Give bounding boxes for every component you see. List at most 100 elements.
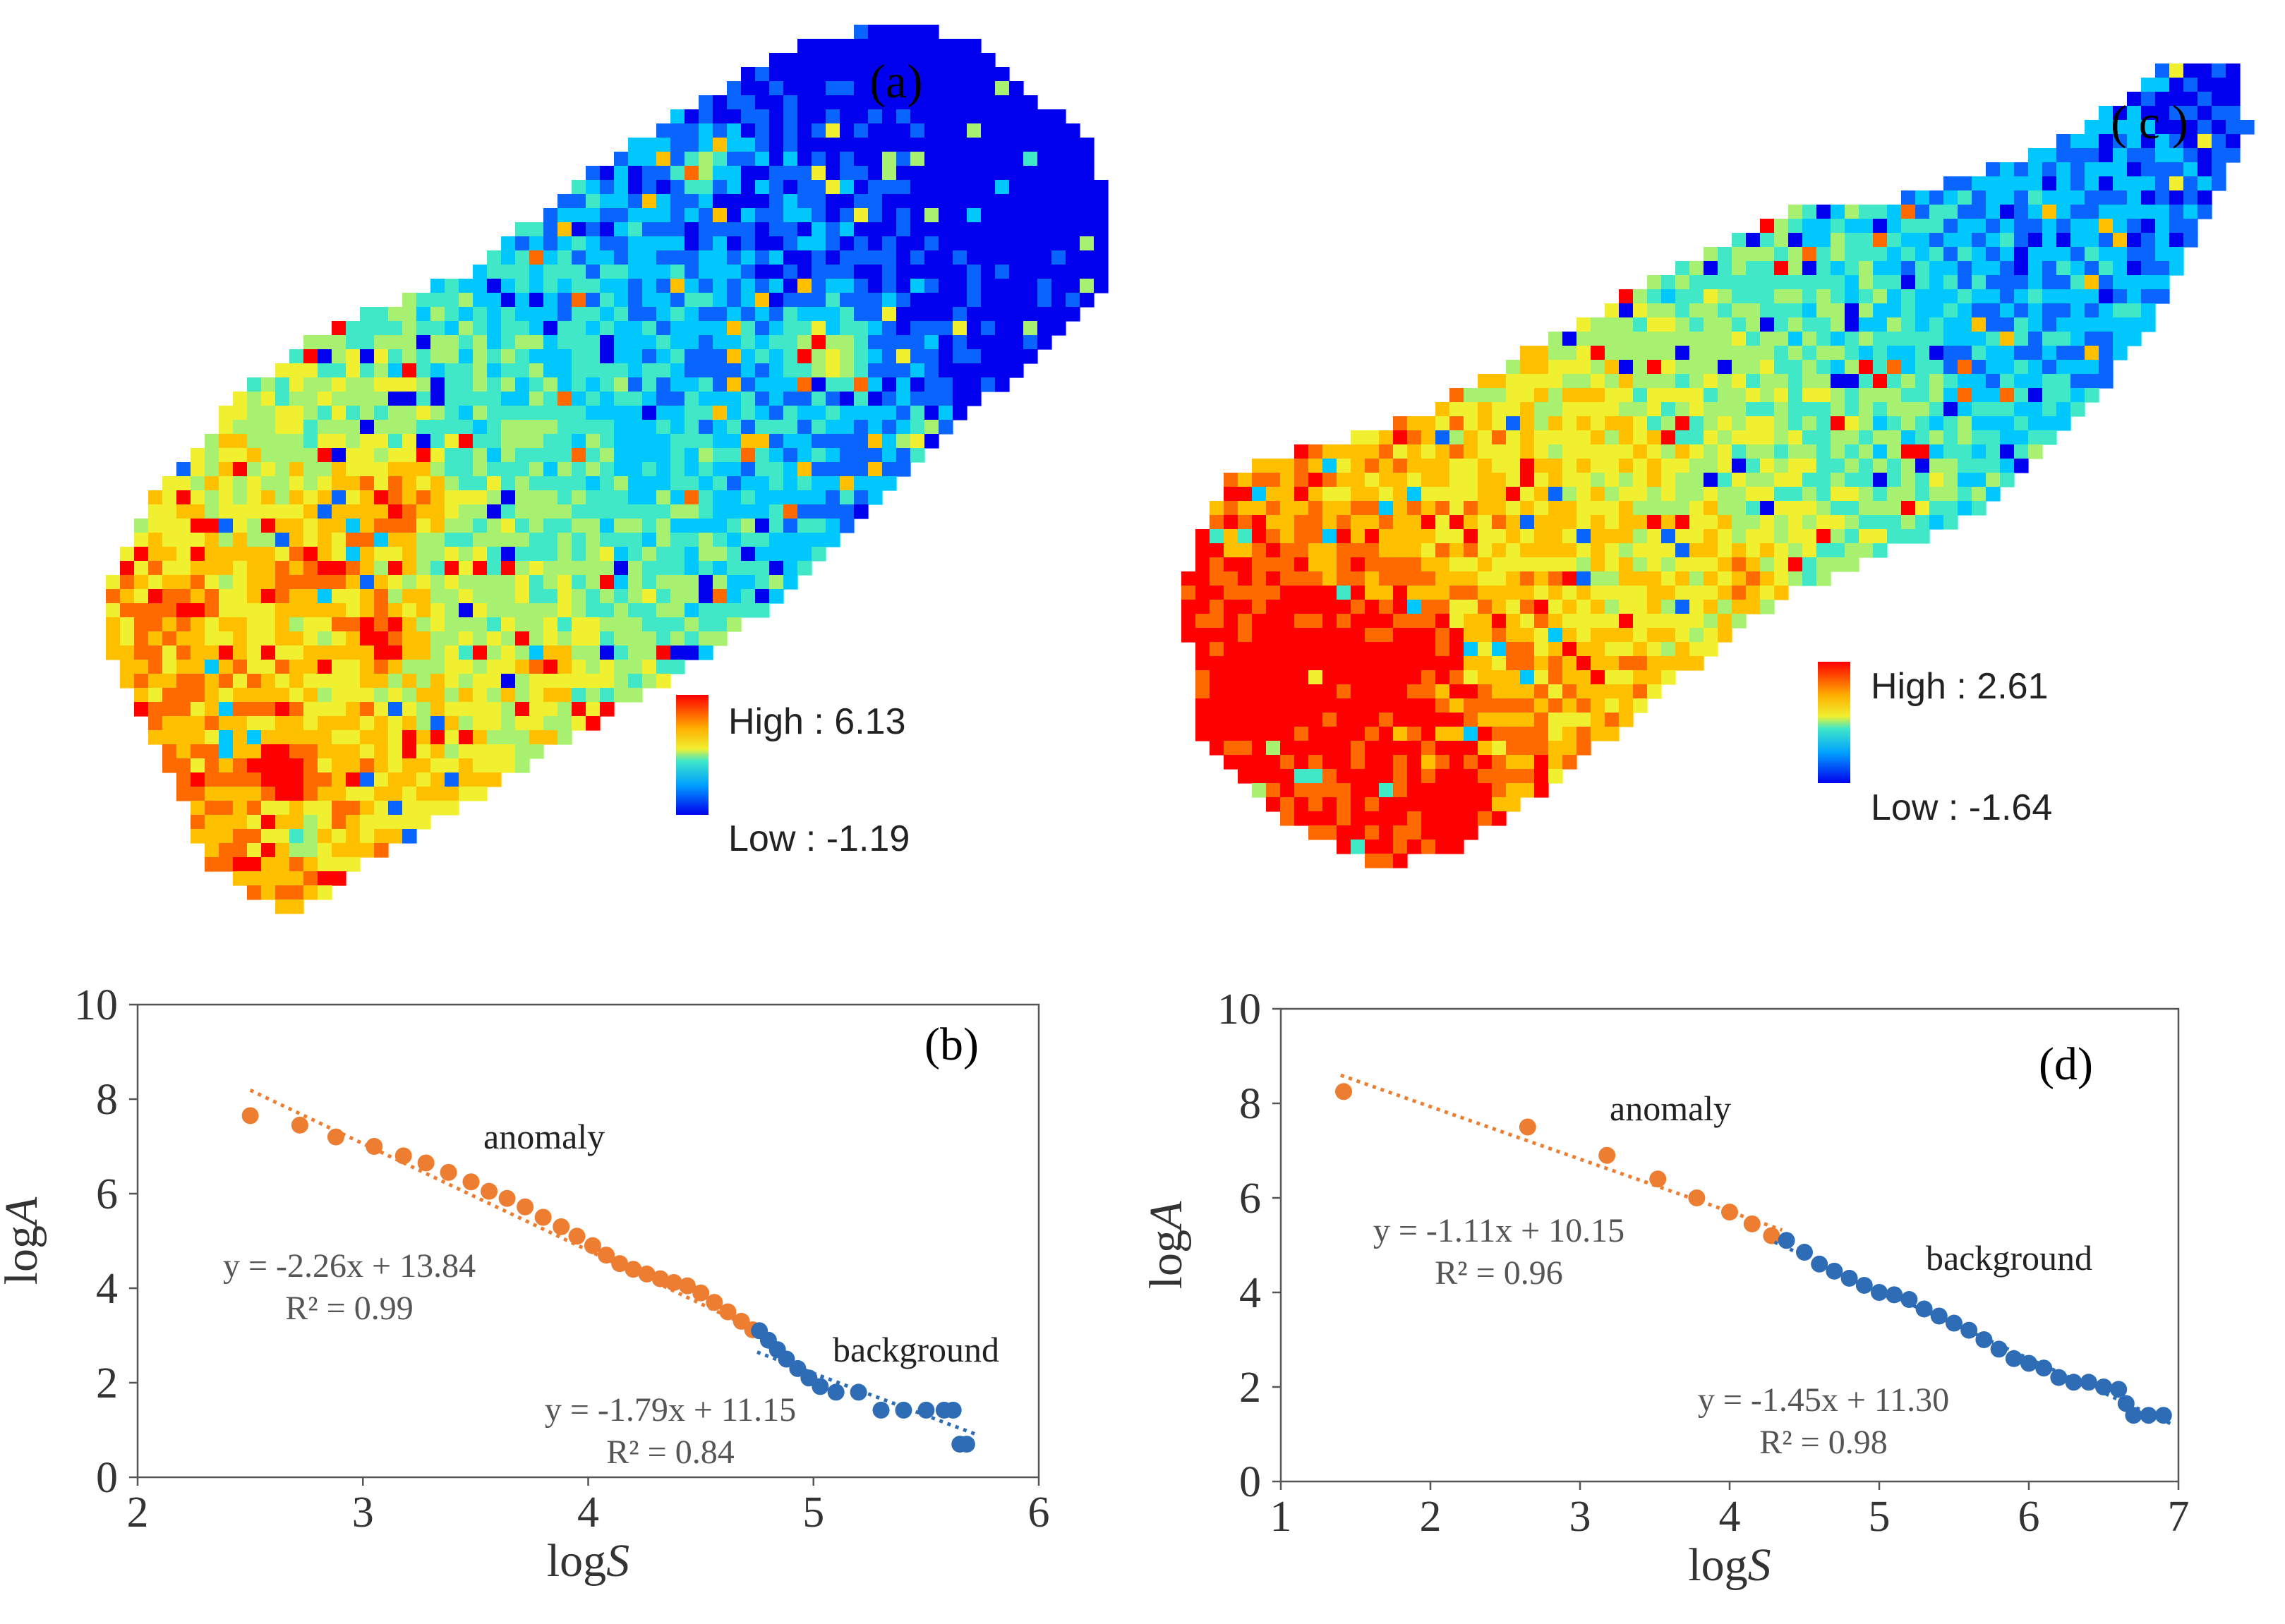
data-point-background [850, 1383, 867, 1401]
data-point-anomaly [692, 1284, 710, 1302]
trend-r2-background: R² = 0.84 [606, 1434, 734, 1471]
x-tick-label: 1 [1270, 1493, 1292, 1541]
data-point-anomaly [291, 1116, 308, 1134]
chart-panel-d: 1 2 3 4 5 6 7 0 2 4 6 8 10 logS logA (d) anomaly y = -1.1… [1142, 938, 2285, 1624]
data-point-anomaly [517, 1198, 534, 1216]
x-axis-label: logS [1688, 1539, 1771, 1591]
data-point-anomaly [534, 1208, 552, 1226]
trendline-anomaly [1339, 1073, 1783, 1232]
data-point-background [2110, 1381, 2128, 1398]
y-tick-label: 10 [1217, 986, 1261, 1034]
legend-colorbar-c [1818, 662, 1850, 783]
data-point-anomaly [1688, 1189, 1706, 1206]
data-point-anomaly [665, 1273, 682, 1291]
x-tick-label: 5 [802, 1489, 824, 1537]
data-point-anomaly [651, 1270, 669, 1287]
y-tick-label: 8 [1239, 1080, 1261, 1128]
data-point-anomaly [440, 1163, 457, 1181]
map-c-svg: ( c ) High : 2.61 Low : -1.64 [1181, 63, 2255, 868]
data-point-background [1900, 1291, 1918, 1309]
x-tick-label: 4 [577, 1489, 599, 1537]
data-point-anomaly [625, 1261, 642, 1278]
data-point-anomaly [638, 1265, 656, 1283]
data-point-background [1871, 1284, 1888, 1301]
map-panel-c: ( c ) High : 2.61 Low : -1.64 [1142, 0, 2285, 938]
data-point-anomaly [462, 1173, 480, 1191]
data-point-background [778, 1350, 795, 1368]
data-point-background [827, 1383, 845, 1401]
y-tick-label: 8 [96, 1076, 118, 1124]
data-point-background [2080, 1374, 2097, 1391]
map-c-cells [1181, 63, 2255, 868]
y-tick-label: 4 [96, 1265, 118, 1313]
data-point-background [1946, 1314, 1963, 1332]
data-point-anomaly [1519, 1118, 1536, 1136]
data-point-background [2065, 1374, 2082, 1391]
y-tick-label: 4 [1239, 1269, 1261, 1317]
data-point-background [812, 1378, 829, 1395]
data-point-anomaly [1763, 1227, 1780, 1244]
trend-equation-anomaly: y = -1.11x + 10.15 [1373, 1212, 1624, 1249]
data-point-background [958, 1436, 975, 1453]
series-label-background: background [1926, 1238, 2092, 1278]
y-tick-label: 10 [74, 981, 118, 1029]
y-tick-label: 2 [1239, 1364, 1261, 1412]
trend-r2-background: R² = 0.98 [1759, 1424, 1887, 1461]
x-tick-label: 6 [2018, 1493, 2040, 1541]
legend-colorbar-a [676, 695, 709, 815]
trend-r2-anomaly: R² = 0.99 [285, 1290, 413, 1327]
x-tick-label: 2 [127, 1489, 149, 1537]
data-point-anomaly [1598, 1146, 1616, 1164]
series-background [751, 1322, 977, 1453]
data-point-background [1811, 1255, 1828, 1273]
data-point-background [2035, 1359, 2053, 1377]
data-point-background [872, 1401, 890, 1419]
series-label-background: background [833, 1330, 999, 1369]
x-tick-label: 6 [1028, 1489, 1050, 1537]
data-point-anomaly [327, 1128, 344, 1146]
x-tick-label: 5 [1869, 1493, 1891, 1541]
trend-equation-anomaly: y = -2.26x + 13.84 [223, 1247, 476, 1285]
data-point-background [2125, 1407, 2142, 1424]
x-axis-label: logS [547, 1535, 629, 1587]
data-point-anomaly [1721, 1204, 1738, 1221]
data-point-background [944, 1401, 962, 1419]
map-a-svg: (a) High : 6.13 Low : -1.19 [106, 25, 1109, 914]
data-point-background [1915, 1300, 1933, 1318]
data-point-anomaly [481, 1182, 498, 1200]
x-tick-label: 4 [1719, 1493, 1741, 1541]
data-point-background [895, 1401, 912, 1419]
data-point-anomaly [678, 1277, 696, 1295]
data-point-background [2095, 1378, 2112, 1395]
data-point-background [2020, 1355, 2037, 1372]
data-point-anomaly [1743, 1215, 1761, 1232]
y-tick-label: 6 [1239, 1175, 1261, 1223]
y-tick-label: 2 [96, 1359, 118, 1407]
series-anomaly [241, 1089, 761, 1338]
data-point-anomaly [241, 1107, 259, 1125]
data-point-anomaly [1649, 1170, 1667, 1188]
data-point-anomaly [584, 1237, 601, 1254]
panel-label-c: ( c ) [2111, 95, 2188, 149]
data-point-anomaly [719, 1303, 737, 1321]
data-point-anomaly [498, 1189, 516, 1207]
series-label-anomaly: anomaly [1610, 1089, 1731, 1128]
data-point-background [1975, 1331, 1993, 1348]
data-point-background [1886, 1286, 1903, 1304]
data-point-background [2005, 1350, 2022, 1367]
legend-low-c: Low : -1.64 [1871, 787, 2052, 828]
legend-high-a: High : 6.13 [728, 701, 906, 742]
y-tick-label: 0 [96, 1454, 118, 1502]
x-tick-label: 2 [1420, 1493, 1442, 1541]
y-axis-label: logA [0, 1196, 47, 1285]
data-point-background [2140, 1407, 2157, 1424]
data-point-background [1840, 1269, 1858, 1287]
chart-d-svg: 1 2 3 4 5 6 7 0 2 4 6 8 10 logS logA (d) anomaly y = -1.1… [1142, 986, 2190, 1591]
data-point-anomaly [553, 1218, 570, 1235]
panel-label: (b) [924, 1019, 979, 1070]
data-point-background [2154, 1407, 2172, 1424]
data-point-anomaly [366, 1138, 383, 1155]
x-tick-label: 3 [352, 1489, 374, 1537]
y-tick-label: 0 [1239, 1458, 1261, 1506]
